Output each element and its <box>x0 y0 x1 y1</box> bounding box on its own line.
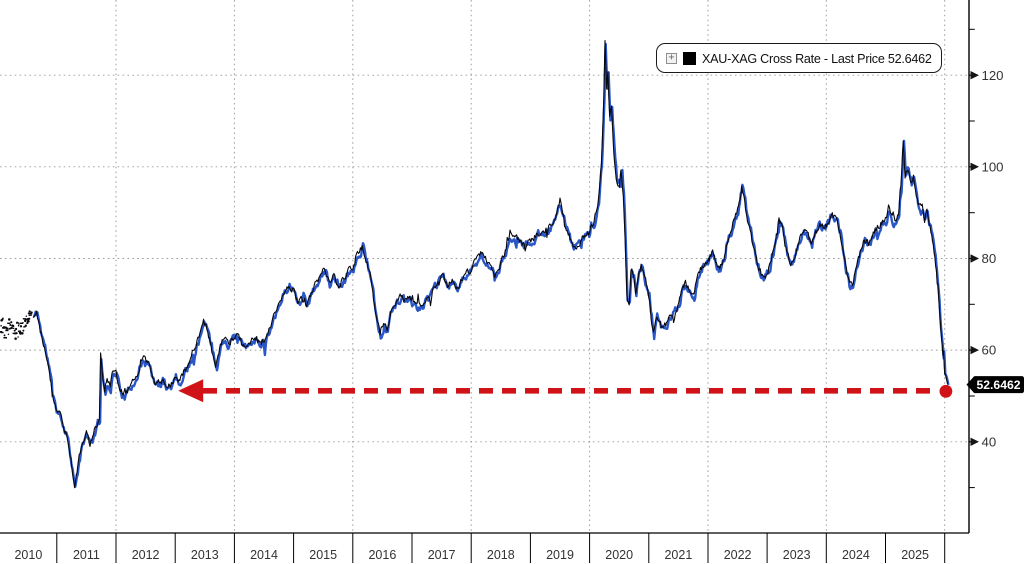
y-tick-arrow-icon <box>970 437 979 446</box>
x-tick-label: 2012 <box>132 548 160 562</box>
history-dot <box>19 322 24 324</box>
y-tick-arrow-icon <box>970 71 979 80</box>
y-tick-arrow-icon <box>970 254 979 263</box>
history-dot <box>22 329 25 332</box>
x-tick-label: 2015 <box>309 548 337 562</box>
expand-box-icon[interactable]: + <box>666 52 677 64</box>
history-dot <box>3 334 6 337</box>
history-dot <box>15 332 18 335</box>
history-dot <box>0 324 2 327</box>
y-tick-label: 60 <box>982 343 997 358</box>
last-price-value: 52.6462 <box>976 378 1020 392</box>
history-dot <box>10 321 13 324</box>
history-dot <box>12 324 15 328</box>
history-dot <box>7 322 11 324</box>
history-dot <box>2 317 4 320</box>
history-dot <box>21 332 24 335</box>
history-dot <box>29 312 33 315</box>
history-dot <box>3 337 7 339</box>
history-dot <box>8 318 11 321</box>
history-dot <box>26 319 30 323</box>
history-dot <box>30 311 33 314</box>
x-tick-label: 2024 <box>842 548 870 562</box>
tag-notch-icon <box>966 377 974 393</box>
axes <box>0 0 970 534</box>
history-dot <box>17 336 19 338</box>
y-tick-label: 80 <box>982 251 997 266</box>
x-tick-label: 2021 <box>664 548 692 562</box>
x-tick-label: 2017 <box>428 548 456 562</box>
x-tick-label: 2011 <box>73 548 100 562</box>
history-dot <box>28 317 31 320</box>
history-dot <box>24 319 27 323</box>
x-axis: 2010 2011 2012 2013 2014 2015 2016 2017 2018 2019… <box>14 533 946 563</box>
x-tick-label: 2022 <box>724 548 752 562</box>
y-tick-label: 100 <box>982 159 1004 174</box>
history-dot <box>10 326 13 330</box>
series-line-black <box>32 39 949 489</box>
history-dot <box>24 324 27 327</box>
y-tick-arrow-icon <box>970 345 979 355</box>
y-tick-arrow-icon <box>970 162 979 171</box>
history-dot <box>14 337 17 340</box>
x-tick-label: 2020 <box>605 548 633 562</box>
history-dot <box>0 331 3 333</box>
trend-arrowhead-icon <box>178 379 204 403</box>
trend-endpoint-dot <box>939 384 953 398</box>
x-tick-label: 2014 <box>250 548 278 562</box>
history-dot <box>22 322 24 324</box>
history-dot <box>0 331 4 334</box>
history-dot <box>28 314 32 316</box>
price-series <box>32 39 950 489</box>
history-dot <box>28 310 31 313</box>
history-dot <box>9 323 12 327</box>
y-tick-label: 120 <box>982 68 1004 83</box>
x-tick-label: 2025 <box>901 548 929 562</box>
last-price-axis-tag: 52.6462 <box>966 376 1024 394</box>
history-dot <box>5 329 9 332</box>
history-dot <box>12 327 15 330</box>
x-tick-label: 2016 <box>368 548 396 562</box>
history-dot <box>7 333 10 335</box>
history-dot <box>25 315 28 317</box>
last-price-arrow-annotation <box>178 379 953 403</box>
history-dot <box>7 328 9 330</box>
history-dot <box>14 327 18 331</box>
x-tick-label: 2010 <box>14 548 42 562</box>
x-tick-label: 2013 <box>191 548 219 562</box>
history-dot <box>16 322 20 324</box>
x-tick-label: 2023 <box>783 548 811 562</box>
history-dot <box>2 326 6 329</box>
gridlines <box>0 0 969 533</box>
series-line-blue <box>32 42 950 488</box>
history-dot <box>17 324 20 327</box>
x-tick-label: 2018 <box>487 548 515 562</box>
legend[interactable]: + XAU-XAG Cross Rate - Last Price 52.646… <box>656 43 942 73</box>
series-color-swatch <box>683 51 696 65</box>
tag-background <box>973 376 1024 394</box>
history-dot <box>19 325 23 328</box>
y-axis: 40 60 80 100 120 <box>969 28 1004 489</box>
y-tick-label: 40 <box>982 434 997 449</box>
x-tick-label: 2019 <box>546 548 574 562</box>
history-dot <box>22 318 26 320</box>
legend-label: XAU-XAG Cross Rate - Last Price 52.6462 <box>702 51 932 66</box>
history-dot <box>18 323 20 325</box>
history-dot <box>13 329 16 332</box>
early-history-dots <box>0 310 33 340</box>
